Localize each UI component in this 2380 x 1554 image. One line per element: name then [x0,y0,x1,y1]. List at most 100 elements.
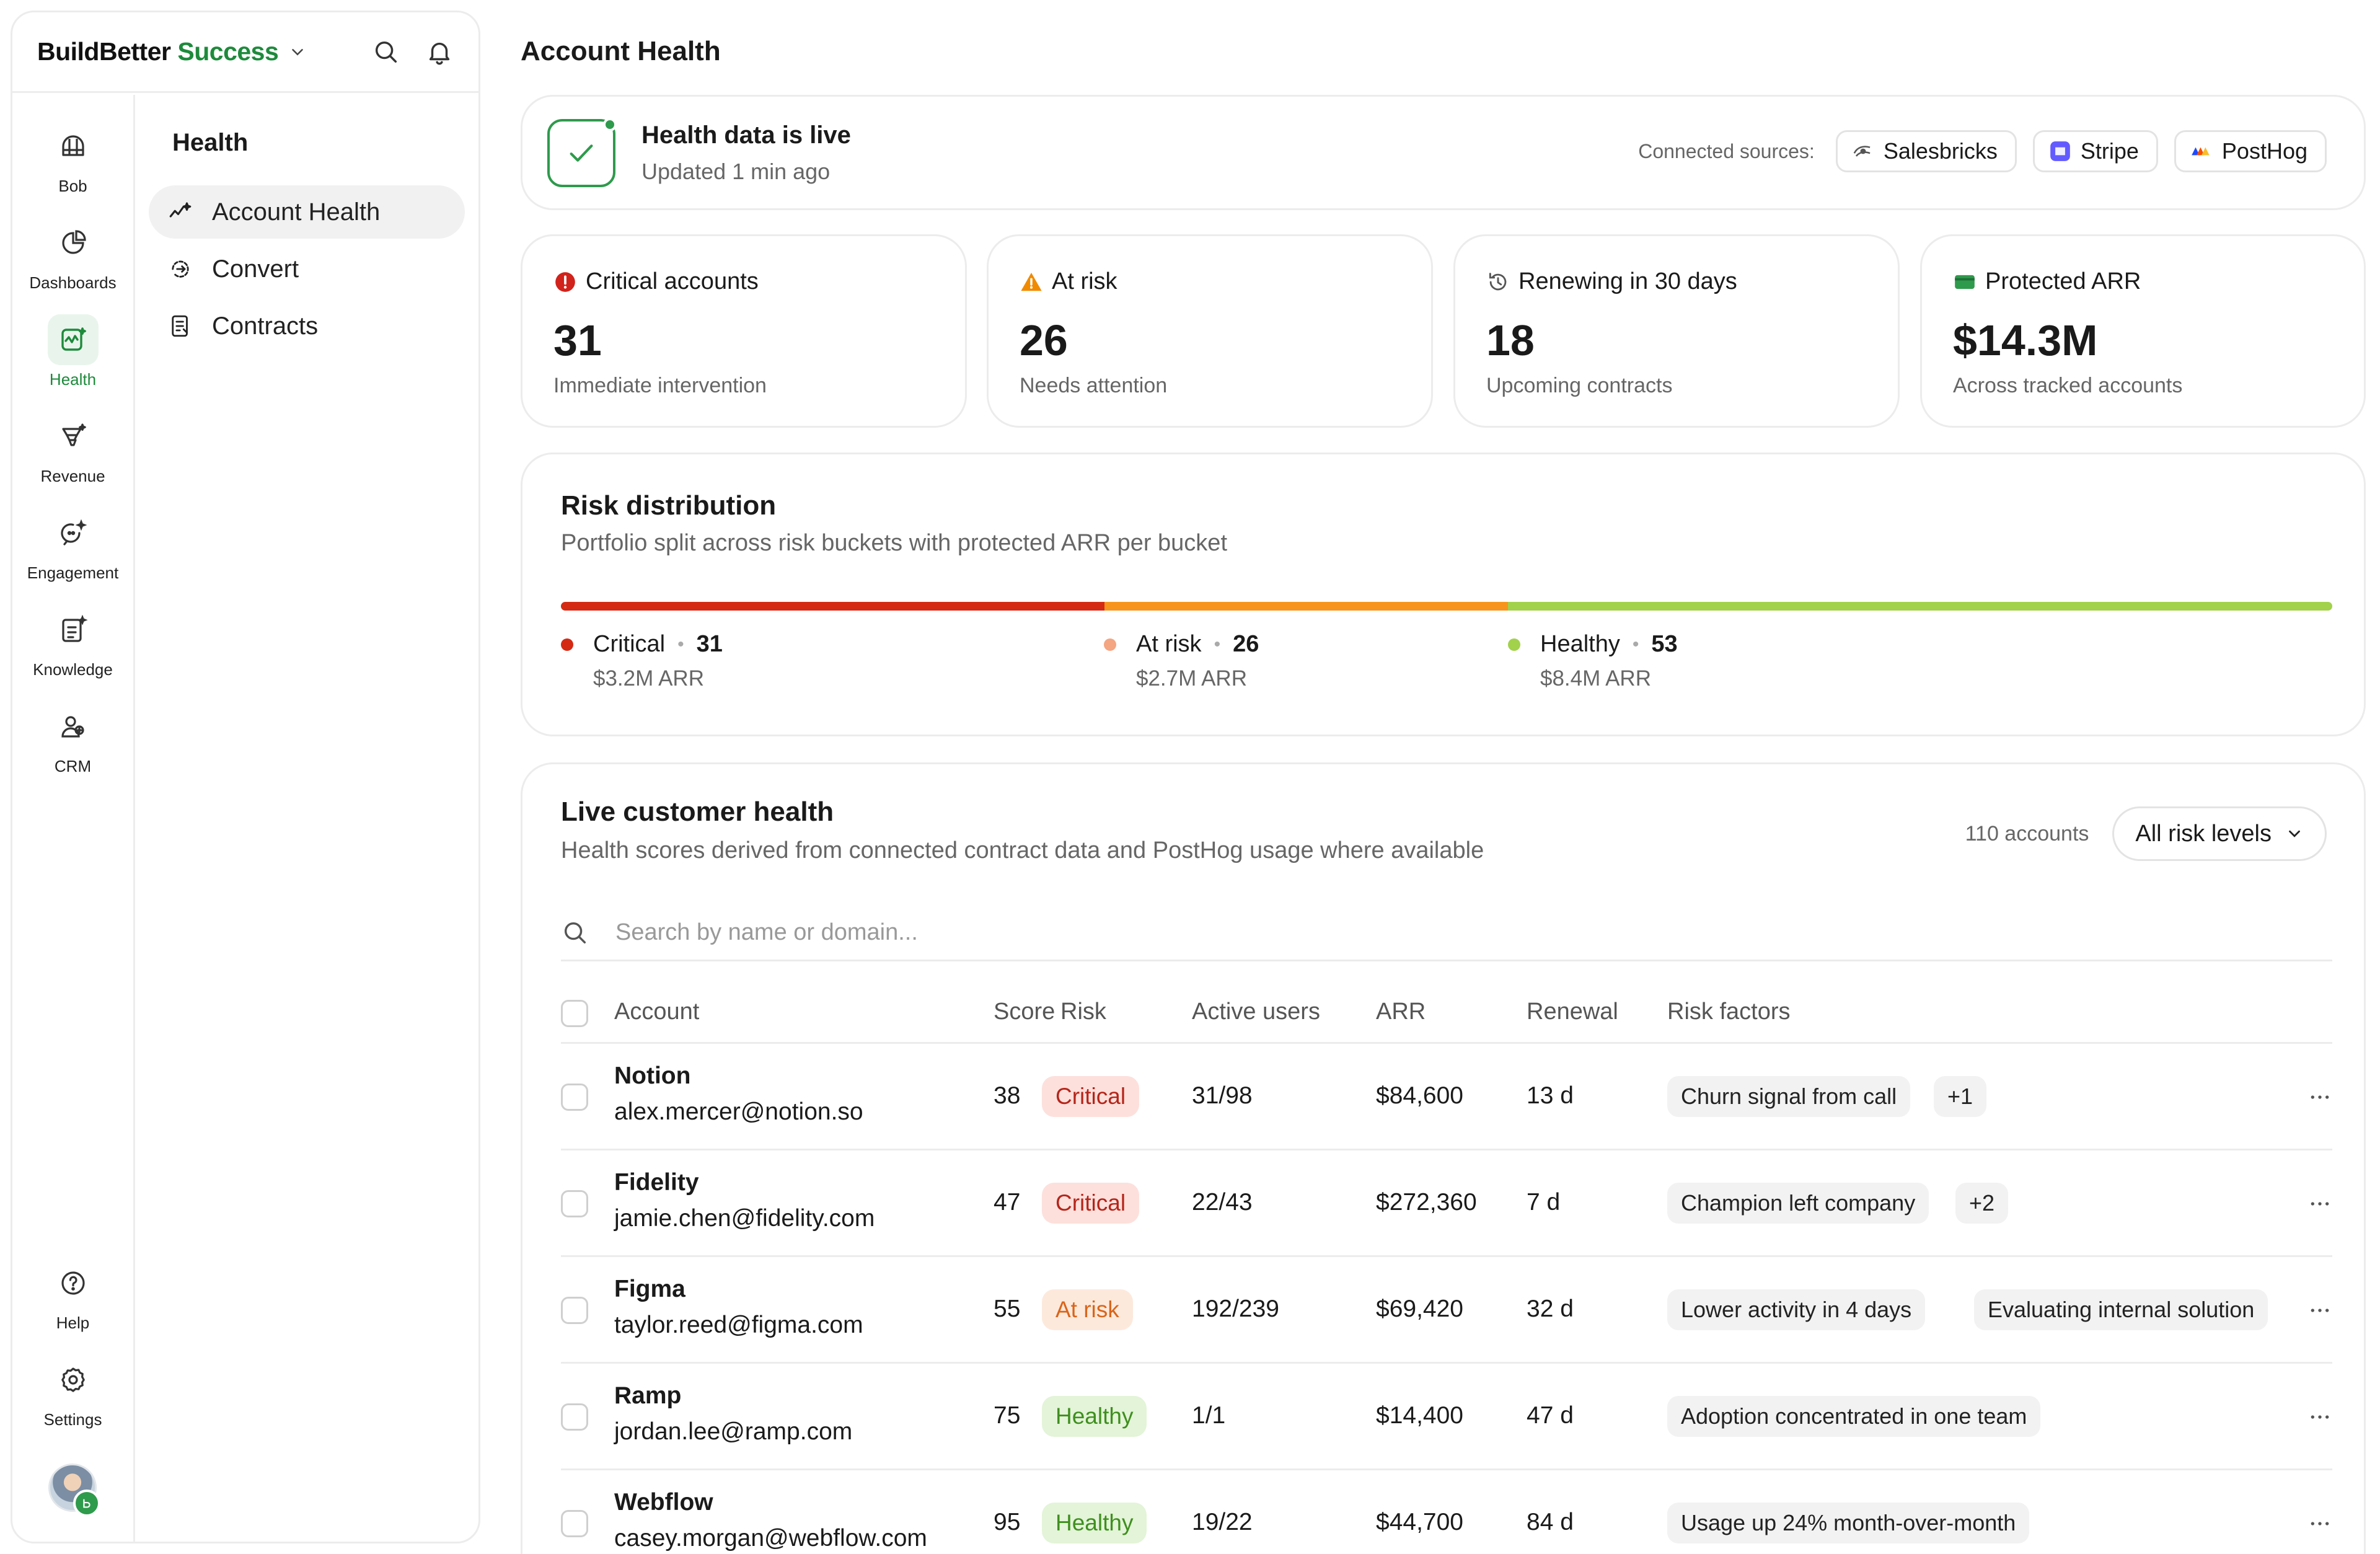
rail-item-dashboards[interactable]: Dashboards [12,218,133,293]
row-checkbox[interactable] [561,1510,588,1537]
account-name[interactable]: Ramp [614,1382,682,1409]
history-clock-icon [1489,272,1507,290]
more-factors-tag[interactable]: +1 [1934,1076,1987,1117]
row-checkbox[interactable] [561,1297,588,1324]
subnav-item-account-health[interactable]: Account Health [149,185,465,239]
risk-factor-tag[interactable]: Champion left company [1667,1183,1929,1224]
stat-card-critical[interactable]: Critical accounts 31 Immediate intervent… [521,234,967,428]
risk-bar-segment-healthy[interactable] [1508,602,2332,611]
engagement-icon [60,519,87,545]
risk-factor-tag[interactable]: Lower activity in 4 days [1667,1289,1926,1330]
rail-item-help[interactable]: Help [12,1258,133,1333]
row-checkbox[interactable] [561,1403,588,1431]
source-chip-posthog[interactable]: PostHog [2174,130,2327,172]
risk-factor-tag[interactable]: Usage up 24% month-over-month [1667,1503,2030,1543]
column-header-risk[interactable]: Risk [1060,999,1106,1025]
risk-factor-tag[interactable]: Evaluating internal solution [1974,1289,2268,1330]
subnav-item-contracts[interactable]: Contracts [149,299,465,353]
live-updated: Updated 1 min ago [641,159,831,184]
table-row[interactable]: Figma taylor.reed@figma.com 55 At risk 1… [561,1255,2332,1362]
column-header-arr[interactable]: ARR [1376,999,1426,1025]
risk-factor-tag[interactable]: Adoption concentrated in one team [1667,1396,2041,1437]
source-chip-salesbricks[interactable]: Salesbricks [1835,130,2017,172]
column-header-risk-factors[interactable]: Risk factors [1667,999,1791,1025]
renewal-days: 7 d [1527,1189,1561,1216]
stat-value: 31 [553,316,602,364]
legend-label: Critical [593,631,666,657]
rail-item-revenue[interactable]: Revenue [12,411,133,486]
rail-label: Health [49,370,97,389]
risk-bar-segment-critical[interactable] [561,602,1105,611]
search-input[interactable] [615,919,1359,946]
stat-card-renewing[interactable]: Renewing in 30 days 18 Upcoming contract… [1453,234,1900,428]
rail-item-settings[interactable]: Settings [12,1354,133,1429]
stat-sub: Needs attention [1020,374,1168,397]
legend-label: Healthy [1540,631,1620,657]
rail-label: Bob [58,177,87,195]
column-header-active-users[interactable]: Active users [1192,999,1320,1025]
column-header-renewal[interactable]: Renewal [1527,999,1618,1025]
rail-item-bob[interactable]: Bob [12,121,133,196]
risk-badge: Critical [1042,1183,1140,1224]
risk-badge: Healthy [1042,1396,1147,1437]
source-chip-stripe[interactable]: Stripe [2032,130,2158,172]
chevron-down-icon[interactable] [288,43,307,61]
rail-item-knowledge[interactable]: Knowledge [12,604,133,679]
health-score: 47 [994,1189,1021,1216]
account-name[interactable]: Webflow [614,1489,713,1516]
rail-item-engagement[interactable]: Engagement [12,508,133,583]
legend-count: 26 [1233,631,1259,657]
stat-card-at-risk[interactable]: At risk 26 Needs attention [987,234,1433,428]
account-name[interactable]: Figma [614,1276,685,1302]
risk-factor-tag[interactable]: Churn signal from call [1667,1076,1911,1117]
stat-sub: Upcoming contracts [1486,374,1673,397]
legend-critical[interactable]: Critical • 31 $3.2M ARR [561,631,723,691]
table-row[interactable]: Ramp jordan.lee@ramp.com 75 Healthy 1/1 … [561,1362,2332,1468]
search-icon[interactable] [372,38,400,66]
legend-healthy[interactable]: Healthy • 53 $8.4M ARR [1508,631,1678,691]
risk-level-filter[interactable]: All risk levels [2112,806,2327,861]
risk-badge: At risk [1042,1289,1133,1330]
risk-bar-segment-at-risk[interactable] [1104,602,1509,611]
stat-card-protected-arr[interactable]: Protected ARR $14.3M Across tracked acco… [1920,234,2366,428]
more-options-icon[interactable] [2307,1405,2332,1429]
source-label: Stripe [2080,138,2139,164]
brand-accent-word: Success [177,37,279,66]
table-row[interactable]: Fidelity jamie.chen@fidelity.com 47 Crit… [561,1149,2332,1255]
stat-label: Renewing in 30 days [1518,268,1737,294]
table-row[interactable]: Notion alex.mercer@notion.so 38 Critical… [561,1042,2332,1149]
arr-value: $44,700 [1376,1509,1463,1535]
more-factors-tag[interactable]: +2 [1955,1183,2009,1224]
more-options-icon[interactable] [2307,1085,2332,1110]
column-header-account[interactable]: Account [614,999,700,1025]
subnav-item-convert[interactable]: Convert [149,242,465,296]
rail-label: Dashboards [29,273,117,292]
select-all-checkbox[interactable] [561,1000,588,1027]
more-options-icon[interactable] [2307,1191,2332,1216]
org-badge-icon [73,1490,100,1517]
table-row[interactable]: Webflow casey.morgan@webflow.com 95 Heal… [561,1468,2332,1554]
account-name[interactable]: Fidelity [614,1169,699,1196]
money-icon [1955,275,1975,289]
sources-label: Connected sources: [1638,139,1815,162]
bell-icon[interactable] [425,38,454,66]
gear-icon [61,1367,85,1392]
health-icon [61,327,86,351]
customer-health-card: Live customer health Health scores deriv… [521,762,2366,1554]
more-options-icon[interactable] [2307,1511,2332,1536]
legend-dot [561,638,573,651]
active-users: 19/22 [1192,1509,1253,1535]
more-options-icon[interactable] [2307,1298,2332,1323]
row-checkbox[interactable] [561,1190,588,1217]
row-checkbox[interactable] [561,1084,588,1111]
renewal-days: 32 d [1527,1296,1574,1322]
legend-at-risk[interactable]: At risk • 26 $2.7M ARR [1104,631,1259,691]
rail-item-crm[interactable]: CRM [12,701,133,776]
rail-item-health[interactable]: Health [12,314,133,389]
convert-icon [172,260,189,278]
column-header-score[interactable]: Score [994,999,1056,1025]
workspace-switcher[interactable]: BuildBetter Success [37,37,279,66]
account-name[interactable]: Notion [614,1062,691,1089]
legend-count: 31 [696,631,723,657]
renewal-days: 84 d [1527,1509,1574,1535]
